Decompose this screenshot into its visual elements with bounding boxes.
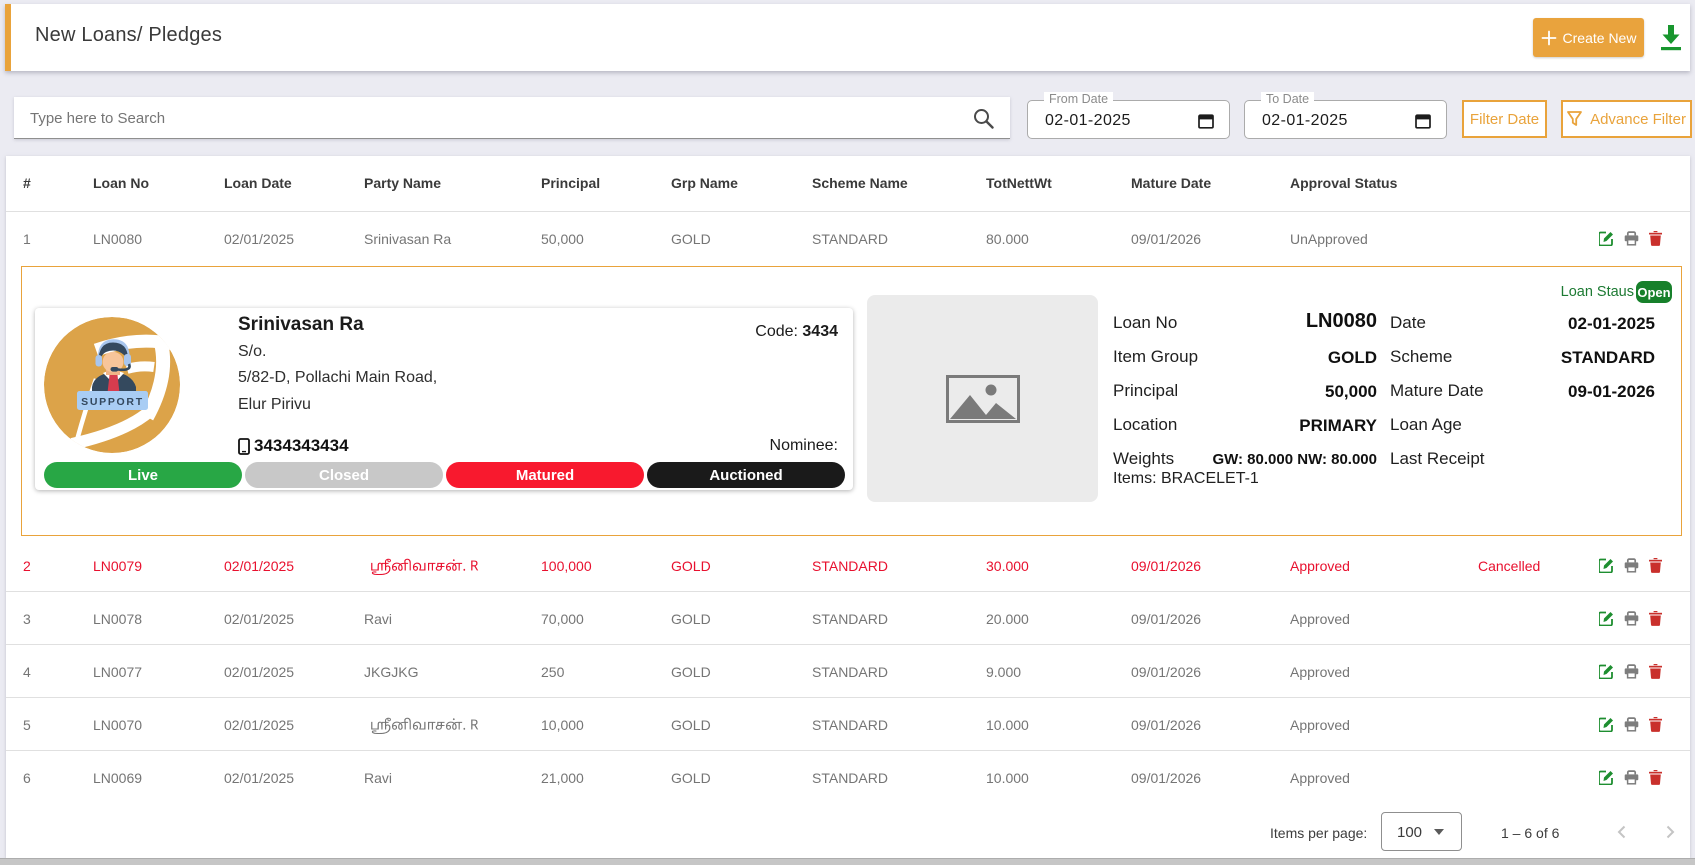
svg-text:SUPPORT: SUPPORT	[81, 396, 144, 408]
